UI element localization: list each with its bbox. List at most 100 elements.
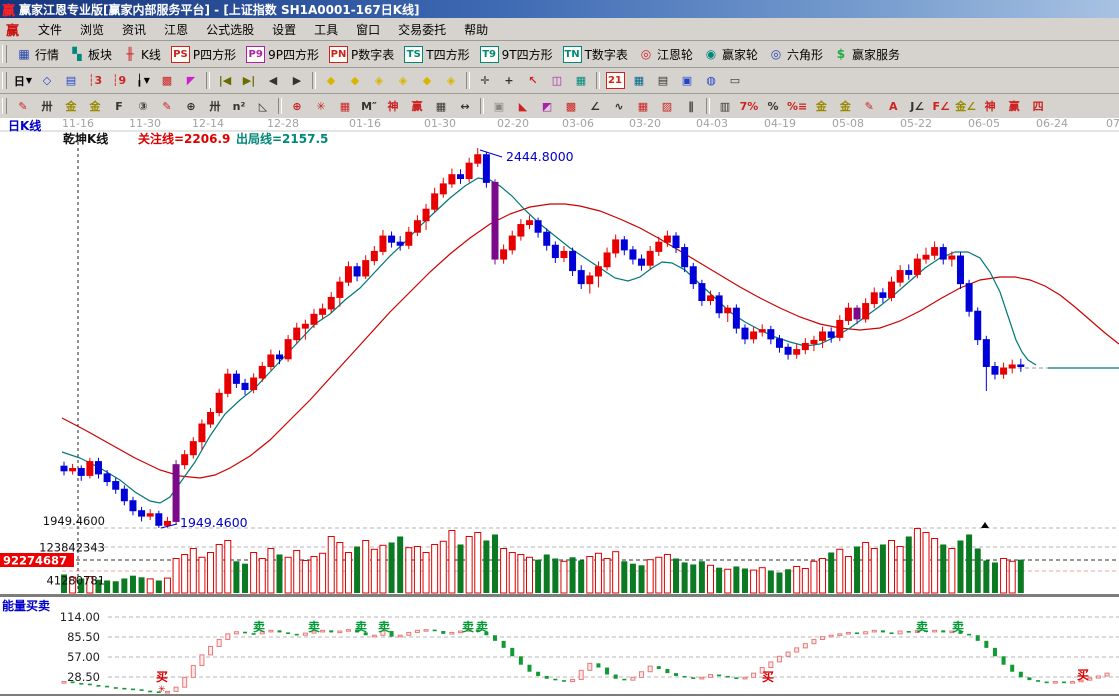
n-squared-tool[interactable]: n² xyxy=(232,99,246,113)
brush-grid-tool[interactable]: ✎ xyxy=(162,99,172,113)
h-span-tool[interactable]: ↔ xyxy=(460,99,470,113)
fan-square-tool[interactable]: ◩ xyxy=(541,99,553,113)
bars-9-icon[interactable]: ┆9 xyxy=(111,74,127,87)
prev-button[interactable]: ◀ xyxy=(268,74,278,87)
kline-button[interactable]: ╫ K线 xyxy=(117,44,166,65)
square-frame-tool[interactable]: ▣ xyxy=(493,99,505,113)
expand-h-diamond-button[interactable]: ◈ xyxy=(374,74,384,87)
parallel-lines-tool[interactable]: ∥ xyxy=(688,99,694,113)
period-day-dropdown[interactable]: 日 ▼ xyxy=(13,74,33,88)
gold-lines-tool[interactable]: 金 xyxy=(839,100,851,113)
pointer-zoom-button[interactable]: ↖ xyxy=(528,74,538,87)
kline-chart[interactable]: 11-16 11-30 12-14 12-28 01-16 01-30 02-20 03-06… xyxy=(0,117,1119,696)
chart-layout-icon[interactable]: ◇ xyxy=(42,74,52,87)
circle3-grid-tool[interactable]: ③ xyxy=(138,99,148,113)
pan-hand-button[interactable]: ✛ xyxy=(480,74,490,87)
zoom-in-diamond-button[interactable]: ◆ xyxy=(326,74,336,87)
win-angle-tool[interactable]: 赢 xyxy=(1008,100,1020,113)
expand-all-diamond-button[interactable]: ◆ xyxy=(422,74,432,87)
indicator-bar xyxy=(776,655,782,663)
save-web-button[interactable]: ◍ xyxy=(706,74,716,87)
fan-lines-tool[interactable]: ◣ xyxy=(518,99,528,113)
gold-circle-tool[interactable]: 金 xyxy=(815,100,827,113)
zigzag-tool[interactable]: ∿ xyxy=(614,99,624,113)
menu-item-6[interactable]: 设置 xyxy=(272,22,297,37)
compass-circle-tool[interactable]: ⊕ xyxy=(186,99,196,113)
p-number-table-button[interactable]: PN P数字表 xyxy=(324,44,399,65)
menu-item-4[interactable]: 江恩 xyxy=(164,22,189,37)
percent7-tool[interactable]: 7% xyxy=(739,99,759,113)
winner-wheel-button[interactable]: ◉ 赢家轮 xyxy=(698,44,763,65)
menu-item-9[interactable]: 交易委托 xyxy=(398,22,447,37)
quotes-button[interactable]: ▦ 行情 xyxy=(11,44,64,65)
color-flag-icon[interactable]: ◤ xyxy=(186,74,196,87)
grid4-tool[interactable]: ▦ xyxy=(637,99,649,113)
menu-item-7[interactable]: 工具 xyxy=(314,22,339,37)
j-angle-tool[interactable]: J∠ xyxy=(910,99,925,113)
crosshair-button[interactable]: + xyxy=(504,74,514,87)
print-button[interactable]: ▭ xyxy=(729,74,741,87)
menu-item-1[interactable]: 文件 xyxy=(38,22,63,37)
grid-123-tool[interactable]: ▦ xyxy=(435,99,447,113)
f-grid-tool[interactable]: F xyxy=(115,99,123,113)
grid-lines-tool[interactable]: 卅 xyxy=(41,100,53,113)
shen-grid-tool[interactable]: 神 xyxy=(387,100,399,113)
target-cross-tool[interactable]: ⊕ xyxy=(292,99,302,113)
sectors-button[interactable]: ▚ 板块 xyxy=(64,44,117,65)
info-note-icon[interactable]: ▤ xyxy=(65,74,77,87)
menu-item-8[interactable]: 窗口 xyxy=(356,22,381,37)
shrink-h-diamond-button[interactable]: ◈ xyxy=(398,74,408,87)
magenta-tool-button[interactable]: ◫ xyxy=(551,74,563,87)
menu-item-5[interactable]: 公式选股 xyxy=(206,22,255,37)
four-angle-tool[interactable]: 四 xyxy=(1032,100,1044,113)
save-button[interactable]: ▣ xyxy=(681,74,693,87)
p-square-button[interactable]: PS P四方形 xyxy=(166,44,241,65)
zoom-out-diamond-button[interactable]: ◆ xyxy=(350,74,360,87)
red-grid-tool[interactable]: ▩ xyxy=(565,99,577,113)
protractor-tool[interactable]: ◺ xyxy=(258,99,268,113)
teal-tool-button[interactable]: ▦ xyxy=(575,74,587,87)
angle-fan-tool[interactable]: ∠ xyxy=(590,99,600,113)
a-wave-tool[interactable]: A xyxy=(888,99,898,113)
calendar-21-button[interactable]: 21 xyxy=(603,70,627,91)
indicator-bar xyxy=(734,677,739,679)
f-angle-tool[interactable]: F∠ xyxy=(932,99,950,113)
brush-tool[interactable]: ✎ xyxy=(18,99,28,113)
gold-grid-tool-2[interactable]: 金 xyxy=(89,100,101,113)
t-square-button[interactable]: TS T四方形 xyxy=(399,44,474,65)
win-grid-tool[interactable]: 赢 xyxy=(411,100,423,113)
reset-diamond-button[interactable]: ◈ xyxy=(446,74,456,87)
bars-3-icon[interactable]: ┆3 xyxy=(87,74,103,87)
pattern-grid-icon[interactable]: ▩ xyxy=(161,74,173,87)
percent-tool[interactable]: % xyxy=(767,99,779,113)
ninep-square-button[interactable]: P9 9P四方形 xyxy=(241,44,324,65)
winner-service-button[interactable]: $ 赢家服务 xyxy=(828,44,905,65)
calculator-button[interactable]: ▦ xyxy=(633,74,645,87)
first-page-button[interactable]: |◀ xyxy=(218,74,232,87)
date-label: 12-14 xyxy=(192,118,224,130)
hatch-lines-tool[interactable]: 卅 xyxy=(209,100,221,113)
report-button[interactable]: ▤ xyxy=(657,74,669,87)
last-page-button[interactable]: ▶| xyxy=(242,74,256,87)
candle-style-dropdown[interactable]: ╽ ▼ xyxy=(136,74,150,87)
gold-angle-tool[interactable]: 金∠ xyxy=(955,100,977,113)
grid-diagonal-tool[interactable]: ▨ xyxy=(661,99,673,113)
bar-scale-tool[interactable]: ▥ xyxy=(719,99,731,113)
star-web-tool[interactable]: ✳ xyxy=(316,99,326,113)
square-web-tool[interactable]: ▦ xyxy=(339,99,351,113)
gann-wheel-button[interactable]: ◎ 江恩轮 xyxy=(633,44,698,65)
title-bar: 赢 赢家江恩专业版[赢家内部服务平台] - [上证指数 SH1A0001-167… xyxy=(0,0,1119,19)
ninet-square-button[interactable]: T9 9T四方形 xyxy=(475,44,558,65)
hexagon-button[interactable]: ◎ 六角形 xyxy=(763,44,828,65)
menu-item-2[interactable]: 浏览 xyxy=(80,22,105,37)
t-number-table-button[interactable]: TN T数字表 xyxy=(558,44,633,65)
m-wave-tool[interactable]: M″ xyxy=(361,99,377,113)
menu-item-3[interactable]: 资讯 xyxy=(122,22,147,37)
menu-item-10[interactable]: 帮助 xyxy=(464,22,489,37)
percent-lines-tool[interactable]: %≡ xyxy=(787,99,808,113)
shen-angle-tool[interactable]: 神 xyxy=(984,100,996,113)
next-button[interactable]: ▶ xyxy=(292,74,302,87)
brush-lines-tool[interactable]: ✎ xyxy=(864,99,874,113)
chart-area[interactable]: 11-16 11-30 12-14 12-28 01-16 01-30 02-20 03-06… xyxy=(0,117,1119,696)
gold-grid-tool-1[interactable]: 金 xyxy=(65,100,77,113)
